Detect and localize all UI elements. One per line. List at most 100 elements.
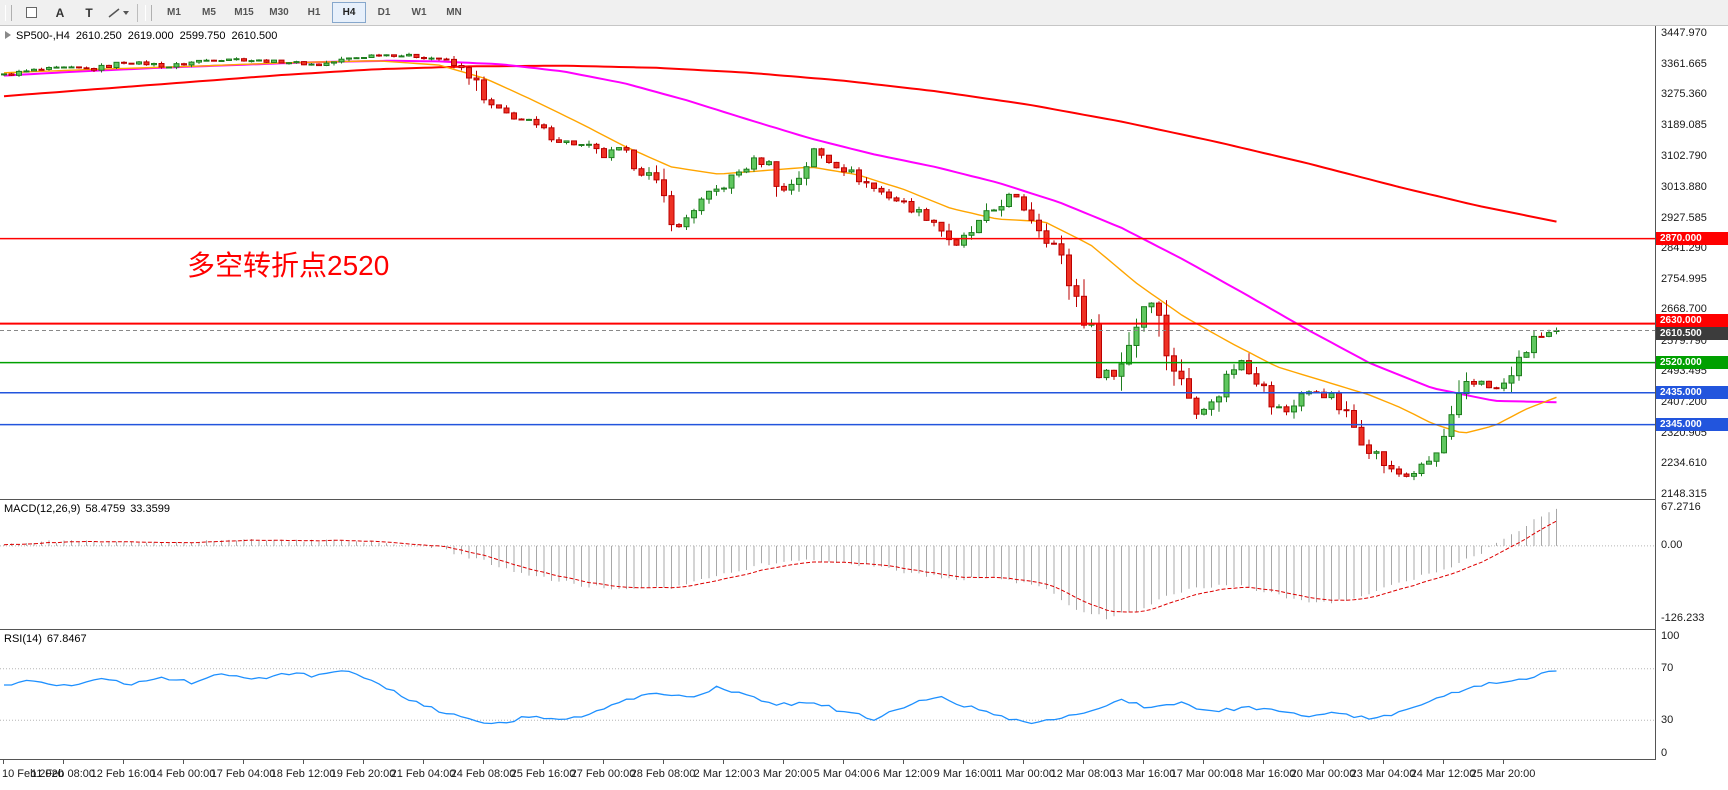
timeframe-button-m1[interactable]: M1 <box>167 7 181 18</box>
candle-body <box>1508 375 1515 384</box>
price-tick-label: 2148.315 <box>1661 488 1707 500</box>
time-label: 21 Feb 04:00 <box>390 768 456 780</box>
candle-body <box>481 79 487 101</box>
candle-body <box>998 206 1005 211</box>
candle-body <box>698 198 705 212</box>
candle-body <box>421 57 427 60</box>
candle-body <box>893 197 900 202</box>
candle-body <box>1043 230 1050 244</box>
cursor-tool-button[interactable]: A <box>55 5 65 20</box>
price-line-badge-2520.000: 2520.000 <box>1656 356 1728 369</box>
time-tick <box>483 760 484 764</box>
time-axis[interactable]: 10 Feb 2020 11 Feb 08:00 12 Feb 16:00 14 Fe… <box>0 760 1728 790</box>
candle-body <box>728 174 735 189</box>
candle-body <box>1066 254 1072 287</box>
candle-body <box>271 59 277 63</box>
time-tick <box>603 760 604 764</box>
time-label: 20 Mar 00:00 <box>1290 768 1356 780</box>
candle-body <box>788 183 795 191</box>
candle-body <box>1216 396 1222 403</box>
candle-body <box>68 66 75 69</box>
price-axis[interactable]: 3447.970 3361.665 3275.360 3189.085 3102.790… <box>1656 26 1728 760</box>
candle-body <box>8 73 15 76</box>
candle-body <box>1396 468 1402 475</box>
candle-body <box>451 58 457 67</box>
candle-body <box>98 64 105 71</box>
candlestick-chart[interactable] <box>0 26 1655 499</box>
candle-body <box>278 59 285 64</box>
price-line-badge-2610.500: 2610.500 <box>1656 327 1728 340</box>
candle-body <box>158 63 165 68</box>
candle-body <box>368 54 375 58</box>
collapse-arrow-icon[interactable] <box>5 31 11 39</box>
timeframe-button-w1[interactable]: W1 <box>411 7 427 18</box>
time-tick <box>63 760 64 764</box>
macd-chart[interactable] <box>0 500 1655 629</box>
candle-body <box>571 140 577 146</box>
candle-body <box>1538 335 1545 338</box>
text-tool-button[interactable]: T <box>85 5 93 20</box>
candle-body <box>586 143 592 146</box>
timeframe-button-mn[interactable]: MN <box>446 7 462 18</box>
candle-body <box>721 187 727 190</box>
price-axis-border <box>1655 26 1656 760</box>
ohlc-low: 2599.750 <box>179 30 226 42</box>
candle-body <box>1111 369 1117 377</box>
toolbar-grip[interactable] <box>145 4 152 21</box>
candle-body <box>391 54 397 57</box>
timeframe-button-m5[interactable]: M5 <box>202 7 216 18</box>
new-chart-button[interactable] <box>17 2 45 24</box>
draw-tools-button[interactable] <box>104 2 132 24</box>
candle-body <box>241 58 247 62</box>
toolbar-grip[interactable] <box>5 4 12 21</box>
time-label: 18 Mar 16:00 <box>1230 768 1296 780</box>
rsi-panel[interactable]: RSI(14) 67.8467 <box>0 630 1728 760</box>
rsi-line <box>4 670 1557 725</box>
time-tick <box>1143 760 1144 764</box>
timeframe-button-d1[interactable]: D1 <box>377 7 391 18</box>
time-label: 5 Mar 04:00 <box>813 768 873 780</box>
time-tick <box>1023 760 1024 764</box>
candle-body <box>751 157 757 170</box>
time-tick <box>123 760 124 764</box>
candle-body <box>263 59 270 63</box>
candle-body <box>91 68 97 71</box>
time-tick <box>783 760 784 764</box>
candle-body <box>593 143 600 150</box>
candle-body <box>1141 306 1147 328</box>
candle-body <box>631 149 637 170</box>
price-tick-label: 2234.610 <box>1661 457 1707 469</box>
candle-body <box>1193 397 1200 415</box>
candle-body <box>61 66 67 69</box>
candle-body <box>676 224 682 228</box>
candle-body <box>128 62 135 65</box>
candle-body <box>601 148 607 159</box>
macd-panel[interactable]: MACD(12,26,9) 58.4759 33.3599 <box>0 500 1728 630</box>
timeframe-button-h1[interactable]: H1 <box>307 7 321 18</box>
text-annotation[interactable]: 多空转折点2520 <box>187 250 390 281</box>
candle-body <box>953 239 960 246</box>
candle-body <box>991 209 997 212</box>
time-label: 27 Feb 00:00 <box>570 768 636 780</box>
candle-body <box>646 172 652 176</box>
candle-body <box>376 54 382 57</box>
timeframe-button-h4[interactable]: H4 <box>332 2 366 23</box>
time-tick <box>543 760 544 764</box>
candle-body <box>1156 302 1162 316</box>
timeframe-button-m15[interactable]: M15 <box>234 7 254 18</box>
candle-body <box>436 57 442 60</box>
rsi-chart[interactable] <box>0 630 1655 759</box>
candle-body <box>541 124 547 129</box>
candle-body <box>518 118 525 121</box>
candle-body <box>413 53 420 58</box>
candle-body <box>203 59 210 62</box>
candle-body <box>661 179 667 197</box>
candle-body <box>556 139 562 143</box>
candle-body <box>1501 382 1507 389</box>
candle-body <box>383 54 390 57</box>
main-chart-panel[interactable]: SP500-,H4 2610.250 2619.000 2599.750 2610.50… <box>0 26 1728 500</box>
candle-body <box>256 59 262 62</box>
time-tick <box>363 760 364 764</box>
timeframe-button-m30[interactable]: M30 <box>269 7 289 18</box>
candle-body <box>38 68 45 71</box>
